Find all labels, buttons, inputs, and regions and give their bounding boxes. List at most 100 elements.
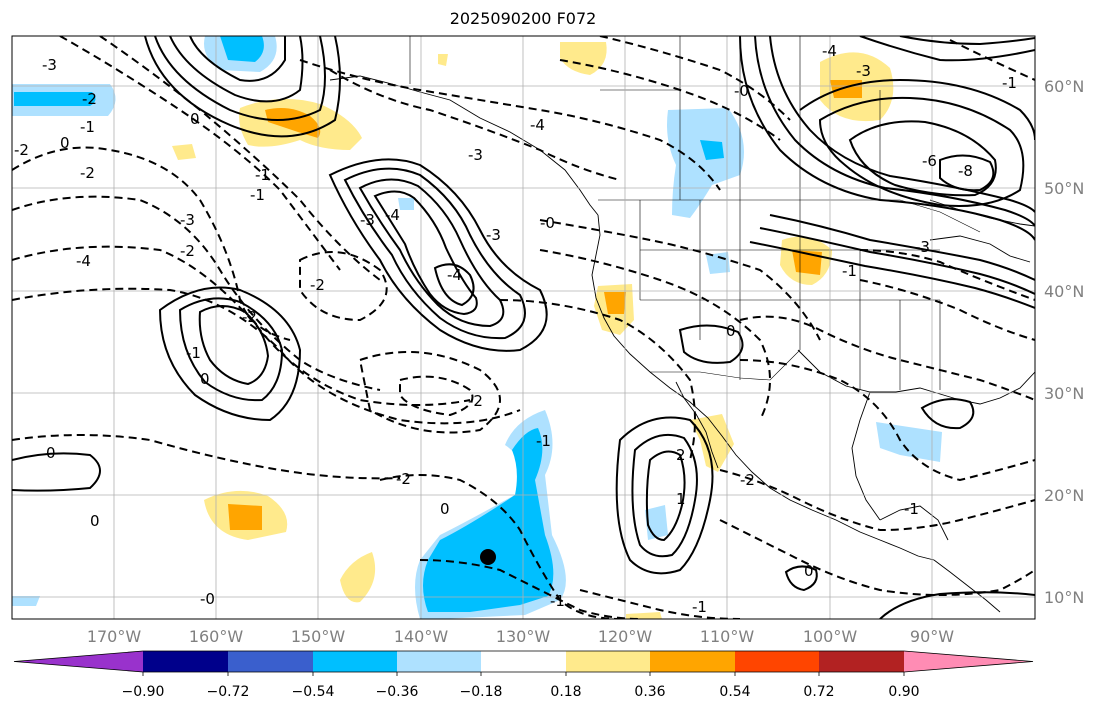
baja-peninsula: [675, 381, 719, 469]
contour-label: -4: [530, 116, 545, 134]
contour-pos: [373, 190, 478, 316]
contour-label: -2: [468, 392, 483, 410]
shade-orange: [830, 80, 862, 98]
contour-label: -8: [958, 162, 973, 180]
yucatan: [879, 505, 949, 541]
contour-label: -4: [447, 266, 462, 284]
lon-label: 120°W: [598, 627, 653, 646]
contour-neg: [12, 434, 401, 480]
contour-label: -2: [740, 471, 755, 489]
colorbar-tick-label: −0.54: [292, 684, 335, 700]
contour-pos: [12, 452, 101, 492]
shade-blue-mid: [700, 140, 724, 160]
lon-label: 160°W: [189, 627, 244, 646]
contour-pos: [158, 286, 302, 422]
contour-labels: -3 -2 -2 0 -1 0 -1 -2 -3 -4 -1 -2 -3 -4 …: [14, 42, 1017, 616]
contour-pos: [879, 591, 1035, 619]
contour-label: -2: [396, 470, 411, 488]
contour-label: -0: [200, 590, 215, 608]
contour-pos: [328, 158, 548, 352]
colorbar-segment: [143, 651, 228, 672]
contour-neg: [329, 69, 621, 181]
contour-label: -2: [82, 90, 97, 108]
contour-pos: [749, 241, 1035, 309]
contour-pos: [178, 297, 284, 402]
shade-blue-light: [667, 108, 744, 218]
colorbar-segment: [313, 651, 397, 672]
contour-label: -2: [310, 276, 325, 294]
contour-label: -4: [76, 252, 91, 270]
lat-label: 20°N: [1044, 486, 1084, 505]
contour-pos: [169, 36, 304, 103]
positive-contours: [12, 36, 1035, 619]
lon-label: 170°W: [87, 627, 142, 646]
contour-label: 0: [440, 500, 450, 518]
colorbar-segment: [735, 651, 819, 672]
lon-label: 140°W: [394, 627, 449, 646]
colorbar-tick-label: 0.72: [803, 684, 834, 700]
contour-label: -3: [42, 56, 57, 74]
contour-label: -2: [80, 164, 95, 182]
contour-neg: [949, 39, 1035, 81]
contour-neg: [12, 146, 291, 341]
map-title: 2025090200 F072: [449, 9, 597, 28]
colorbar-labels: −0.90 −0.72 −0.54 −0.36 −0.18 0.18 0.36 …: [122, 684, 920, 700]
contour-label: 1: [676, 490, 686, 508]
map-panel: -3 -2 -2 0 -1 0 -1 -2 -3 -4 -1 -2 -3 -4 …: [12, 36, 1035, 619]
contour-neg: [739, 315, 1035, 401]
longitude-labels: 170°W 160°W 150°W 140°W 130°W 120°W 110°…: [87, 627, 954, 646]
canada-us-border: [598, 199, 981, 233]
contour-label: 0: [200, 370, 210, 388]
contour-label: 0: [60, 134, 70, 152]
contour-neg: [12, 287, 521, 425]
contour-label: 0: [726, 322, 736, 340]
latitude-labels: 60°N 50°N 40°N 30°N 20°N 10°N: [1044, 77, 1084, 607]
contour-neg: [59, 36, 341, 271]
colorbar-tick-label: 0.18: [550, 684, 581, 700]
graticule: [12, 36, 1035, 619]
contour-neg: [299, 59, 721, 191]
shade-blue-light: [12, 596, 40, 606]
colorbar-segment: [481, 651, 566, 672]
contour-label: -3: [360, 211, 375, 229]
contour-label: -2: [242, 308, 257, 326]
contour-label: -1: [186, 344, 201, 362]
lon-label: 130°W: [496, 627, 551, 646]
contour-neg: [859, 279, 1035, 341]
contour-neg: [399, 375, 474, 417]
lat-label: 30°N: [1044, 384, 1084, 403]
colorbar-tick-label: 0.54: [719, 684, 750, 700]
contour-label: -1: [904, 500, 919, 518]
contour-pos: [899, 36, 1035, 46]
location-marker: [480, 549, 496, 565]
contour-label: -1: [255, 166, 270, 184]
shade-blue-mid: [14, 92, 96, 106]
contour-pos: [189, 36, 286, 82]
colorbar-tick-label: 0.90: [888, 684, 919, 700]
contour-pos: [754, 36, 1035, 227]
contour-pos: [939, 154, 995, 192]
contour-pos: [759, 227, 1035, 295]
negative-contours: [12, 36, 1035, 619]
colorbar-tick-label: −0.36: [376, 684, 419, 700]
gulf-coast: [797, 349, 1035, 405]
contour-neg: [539, 219, 821, 341]
contour-label: -3: [856, 62, 871, 80]
contour-label: -0: [540, 214, 555, 232]
colorbar-tick-label: −0.90: [122, 684, 165, 700]
border-layer: [409, 36, 981, 390]
contour-label: -1: [550, 592, 565, 610]
shade-blue-mid: [220, 36, 264, 62]
coastline-layer: [329, 75, 1035, 613]
contour-pos: [198, 305, 270, 386]
contour-pos: [154, 36, 326, 121]
shade-blue-mid: [423, 428, 554, 612]
contour-neg: [99, 36, 381, 281]
contour-label: -3: [180, 211, 195, 229]
contour-label: -0: [734, 82, 749, 100]
shading-layer: [12, 36, 942, 619]
contour-pos: [769, 36, 1035, 213]
shade-orange: [228, 504, 262, 530]
shade-yellow: [690, 414, 734, 472]
